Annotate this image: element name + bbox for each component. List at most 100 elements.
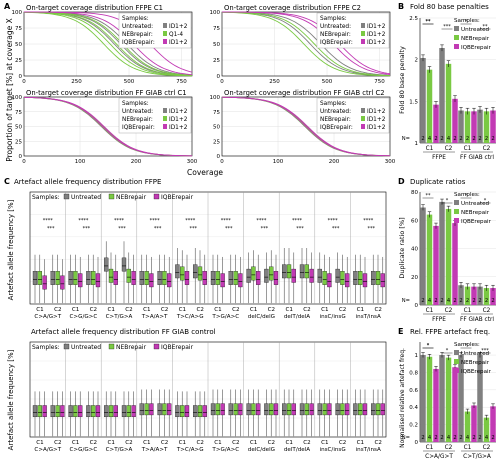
significance-mark: **** bbox=[328, 218, 339, 224]
box-iqberepair bbox=[95, 405, 101, 418]
bar-iqberepair bbox=[471, 405, 477, 442]
box-iqberepair bbox=[327, 273, 332, 288]
box-untreated bbox=[371, 403, 376, 416]
bar-nebrepair bbox=[445, 208, 452, 305]
group-label: FFPE bbox=[432, 317, 446, 323]
box-nebrepair bbox=[340, 271, 345, 285]
bar-untreated bbox=[458, 110, 464, 143]
legend-label: Untreated bbox=[461, 201, 490, 207]
x-tick-label: 100 bbox=[273, 159, 284, 165]
replicate-label: C2 bbox=[90, 440, 97, 446]
panel-d-title: Duplicate ratios bbox=[410, 178, 466, 186]
n-value: 2 bbox=[485, 298, 488, 304]
x-tick-label: 250 bbox=[71, 79, 82, 85]
coverage-curve-iqberepair bbox=[23, 96, 192, 157]
n-value: 4 bbox=[428, 136, 432, 142]
y-tick-label: 75 bbox=[15, 110, 22, 116]
y-tick-label: 50 bbox=[213, 125, 220, 131]
bar-untreated bbox=[477, 109, 483, 143]
legend-value: ID1+2 bbox=[169, 109, 188, 115]
panel-letter-E: E bbox=[398, 327, 403, 336]
box-iqberepair bbox=[42, 275, 47, 290]
category-label: C>T/G>A bbox=[106, 314, 133, 320]
replicate-label: C2 bbox=[196, 440, 203, 446]
box-nebrepair bbox=[197, 405, 203, 418]
panel-letter-D: D bbox=[398, 177, 405, 186]
bar-untreated bbox=[439, 355, 445, 442]
coverage-curve-nebrepair bbox=[222, 11, 390, 76]
n-value: 2 bbox=[453, 435, 456, 441]
box-iqberepair bbox=[256, 271, 261, 285]
n-value: 2 bbox=[459, 298, 462, 304]
panel-letter-A: A bbox=[4, 2, 11, 11]
box-iqberepair bbox=[149, 273, 154, 288]
box-nebrepair bbox=[233, 403, 238, 416]
box-untreated bbox=[228, 271, 233, 285]
legend-label: IQBErepair: bbox=[320, 40, 353, 46]
legend-swatch bbox=[454, 350, 459, 355]
bar-untreated bbox=[439, 48, 445, 143]
coverage-curve-iqberepair bbox=[222, 11, 391, 75]
significance-mark: **** bbox=[114, 218, 125, 224]
legend-value: ID1+2 bbox=[367, 109, 386, 115]
legend-label: NEBrepair bbox=[461, 210, 490, 216]
y-tick-label: 50 bbox=[15, 42, 22, 48]
box-iqberepair bbox=[238, 273, 243, 288]
box-iqberepair bbox=[327, 403, 332, 416]
significance-mark: *** bbox=[261, 226, 269, 232]
y-tick-label: 1 bbox=[415, 353, 419, 359]
box-iqberepair bbox=[184, 271, 190, 285]
legend-label: Untreated bbox=[71, 194, 101, 201]
x-tick-label: C2 bbox=[483, 445, 491, 451]
box-untreated bbox=[139, 271, 144, 285]
panel-b-ylabel: Fold 80 base penalty bbox=[398, 46, 406, 114]
panel-c-ylabel-bottom: Artefact allele frequency [%] bbox=[7, 349, 15, 450]
box-untreated bbox=[264, 403, 269, 416]
legend-value: ID1+2 bbox=[367, 40, 386, 46]
box-untreated bbox=[193, 264, 198, 279]
box-nebrepair bbox=[304, 403, 309, 416]
box-nebrepair bbox=[126, 405, 131, 418]
box-untreated bbox=[335, 268, 340, 283]
category-label: C>G/G>C bbox=[70, 447, 98, 453]
n-value: 2 bbox=[485, 136, 488, 142]
significance-mark: *** bbox=[481, 348, 489, 354]
bar-nebrepair bbox=[464, 411, 471, 442]
group-label: FF GIAB ctrl bbox=[460, 317, 494, 323]
replicate-label: C2 bbox=[268, 307, 275, 313]
n-value: 2 bbox=[478, 298, 481, 304]
box-untreated bbox=[86, 405, 91, 418]
x-tick-label: 200 bbox=[131, 159, 142, 165]
legend-label: IQBErepair: bbox=[320, 125, 353, 131]
x-tick-label: C2 bbox=[483, 308, 491, 314]
box-iqberepair bbox=[291, 403, 296, 416]
group-label: C>A/G>T bbox=[425, 454, 453, 460]
significance-mark: ** bbox=[426, 19, 432, 25]
n-value: 2 bbox=[472, 435, 475, 441]
box-untreated bbox=[121, 405, 127, 418]
category-label: delT/delA bbox=[284, 447, 310, 453]
n-value: 2 bbox=[440, 435, 443, 441]
replicate-label: C2 bbox=[303, 307, 310, 313]
box-iqberepair bbox=[238, 403, 243, 416]
replicate-label: C1 bbox=[321, 307, 329, 313]
box-nebrepair bbox=[269, 266, 274, 281]
panel-b-title: Fold 80 base penalties bbox=[410, 3, 489, 11]
bar-nebrepair bbox=[483, 111, 490, 143]
legend-swatch bbox=[454, 26, 459, 31]
n-value: 4 bbox=[447, 298, 451, 304]
replicate-label: C1 bbox=[214, 307, 222, 313]
bar-iqberepair bbox=[452, 367, 458, 442]
category-label: delT/delA bbox=[284, 314, 310, 320]
legend-swatch bbox=[153, 343, 160, 350]
n-value: 2 bbox=[421, 136, 424, 142]
legend-swatch bbox=[454, 359, 459, 364]
significance-mark: **** bbox=[221, 218, 232, 224]
category-label: T>A/A>T bbox=[141, 447, 168, 453]
category-label: insT/insA bbox=[356, 314, 381, 320]
box-nebrepair bbox=[73, 271, 78, 285]
significance-mark: *** bbox=[189, 226, 197, 232]
box-iqberepair bbox=[202, 405, 207, 418]
y-tick-label: 100 bbox=[210, 95, 221, 101]
legend-label: IQBErepair: bbox=[122, 125, 155, 131]
